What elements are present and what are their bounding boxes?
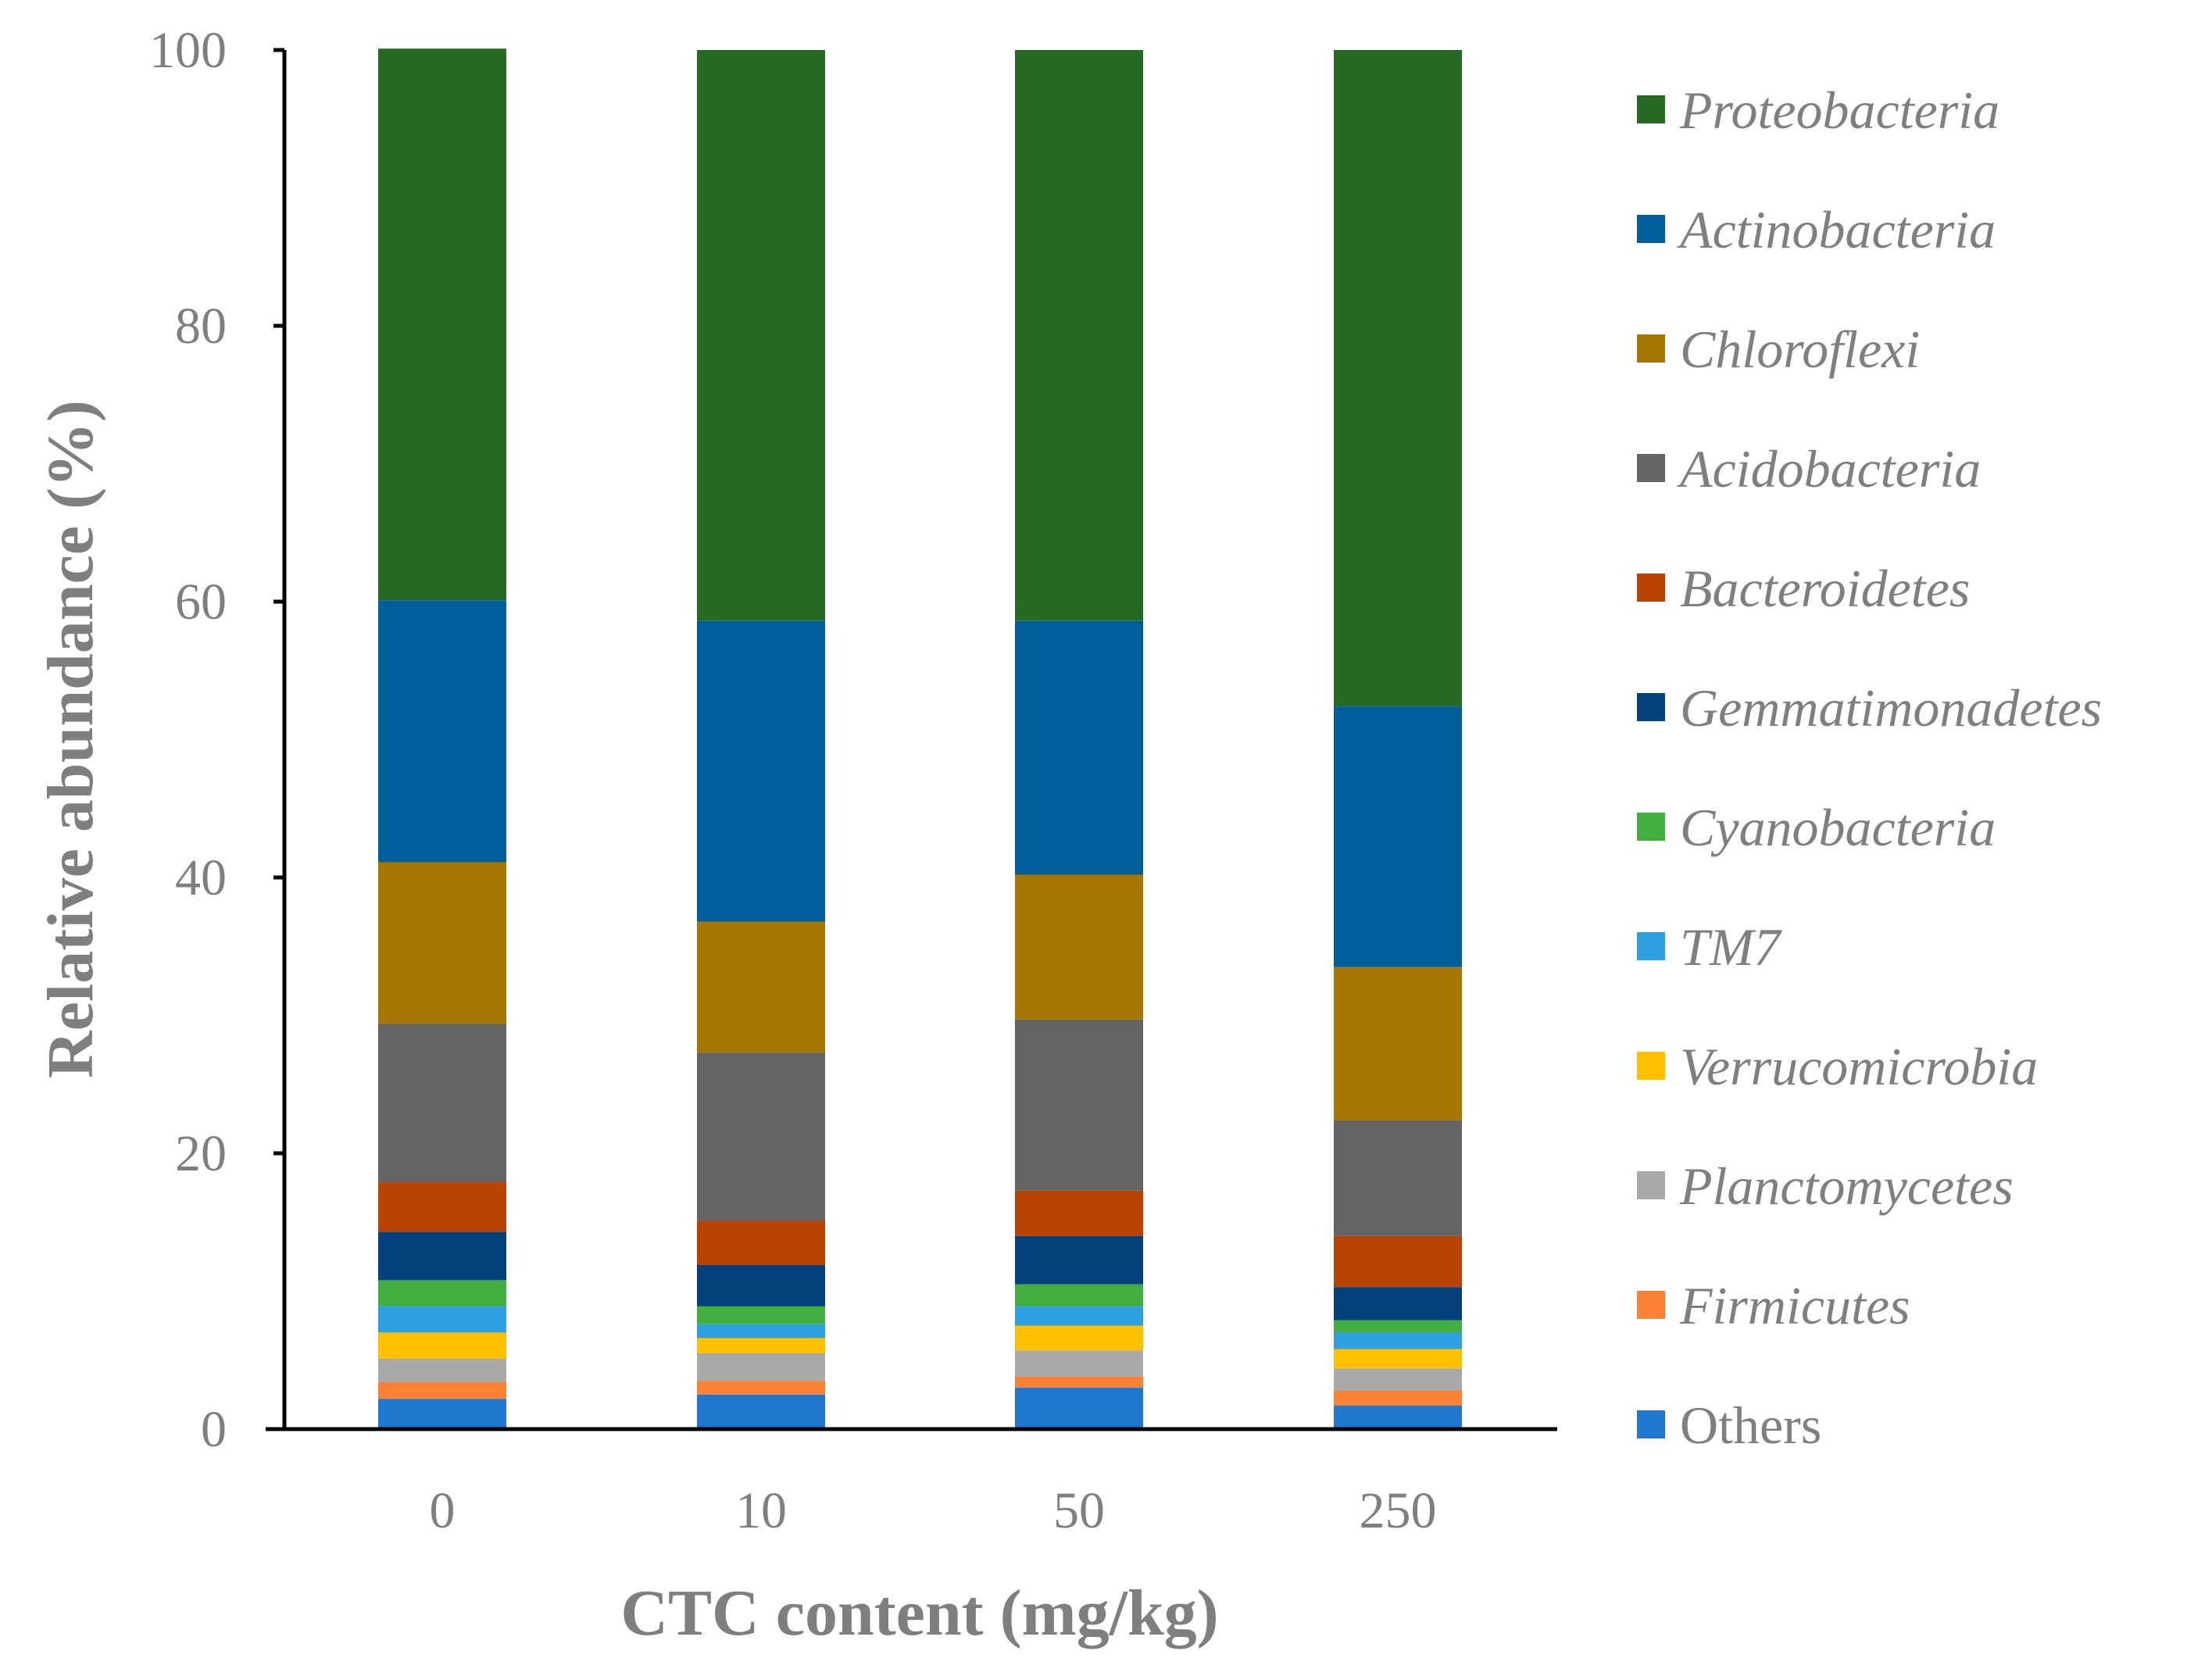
bar-segment [1334,50,1462,707]
legend-swatch [1637,1410,1665,1438]
bar-segment [1015,1325,1143,1351]
x-tick-label: 10 [735,1482,787,1539]
bar-segment [1334,706,1462,967]
bar-segment [697,1324,825,1338]
legend-swatch [1637,932,1665,960]
bar-segment [378,1306,506,1333]
bar-segment [378,1280,506,1306]
bar-segment [697,1394,825,1429]
bar-segment [1015,1376,1143,1388]
bars-group [378,48,1462,1429]
bar-segment [1334,1120,1462,1236]
x-tick-label: 250 [1360,1482,1437,1539]
legend-label: Others [1680,1395,1821,1455]
y-ticks-group: 0 20 40 60 80 100 [149,22,284,1458]
legend-swatch [1637,693,1665,721]
bar-segment [697,1264,825,1306]
bar-segment [1334,967,1462,1120]
legend-label: Verrucomicrobia [1680,1037,2038,1096]
bar-segment [378,1024,506,1183]
bar-segment [697,50,825,621]
bar-segment [1015,50,1143,621]
y-tick-label: 20 [175,1125,227,1182]
bar-segment [1015,620,1143,875]
bar-segment [1334,1320,1462,1333]
bar-segment [378,600,506,863]
bar-segment [378,1399,506,1429]
bar-segment [1015,1019,1143,1191]
bar-segment [1334,1287,1462,1320]
y-tick-label: 40 [175,849,227,906]
bar-segment [378,862,506,1024]
bar-segment [378,48,506,601]
legend-label: Gemmatimonadetes [1680,678,2102,738]
legend-label: Acidobacteria [1677,439,1981,499]
bar-segment [697,921,825,1053]
y-tick-label: 100 [149,22,227,79]
bar-segment [1334,1368,1462,1391]
bar-segment [697,1220,825,1265]
bar-segment [378,1182,506,1232]
legend-swatch [1637,1171,1665,1199]
legend-label: Planctomycetes [1679,1156,2014,1216]
bar-segment [697,620,825,922]
legend-swatch [1637,334,1665,363]
y-tick-label: 0 [201,1401,227,1458]
legend-label: Proteobacteria [1679,80,1999,140]
legend-swatch [1637,574,1665,602]
bar-segment [697,1338,825,1353]
legend: Proteobacteria Actinobacteria Chloroflexi A… [1637,80,2102,1455]
bar-segment [1334,1235,1462,1288]
bar-segment [697,1052,825,1221]
legend-swatch [1637,1291,1665,1319]
bar-segment [378,1332,506,1359]
legend-swatch [1637,215,1665,243]
bar-segment [1334,1390,1462,1406]
bar-segment [697,1353,825,1381]
x-tick-label: 50 [1053,1482,1105,1539]
bar-segment [697,1381,825,1395]
y-axis-title: Relative abundance (%) [34,400,107,1078]
legend-swatch [1637,95,1665,123]
bar-segment [378,1381,506,1399]
bar-segment [1015,1284,1143,1306]
bar-segment [697,1306,825,1324]
legend-swatch [1637,1052,1665,1080]
legend-swatch [1637,813,1665,841]
x-tick-label: 0 [430,1482,456,1539]
bar-segment [1334,1332,1462,1349]
legend-label: TM7 [1680,917,1782,977]
legend-label: Cyanobacteria [1680,798,1996,857]
bar-segment [1334,1405,1462,1429]
legend-label: Firmicutes [1679,1276,1910,1335]
legend-label: Chloroflexi [1680,320,1920,379]
bar-segment [1015,1306,1143,1326]
bar-segment [1334,1349,1462,1369]
legend-label: Bacteroidetes [1680,559,1970,618]
bar-segment [1015,1190,1143,1236]
legend-swatch [1637,454,1665,482]
bar-segment [378,1231,506,1281]
bar-segment [1015,874,1143,1020]
y-tick-label: 60 [175,574,227,631]
x-ticks-group: 0 10 50 250 [430,1482,1437,1539]
bar-segment [1015,1235,1143,1285]
legend-label: Actinobacteria [1677,200,1996,259]
bar-segment [378,1358,506,1382]
bar-segment [1015,1388,1143,1429]
x-axis-title: CTC content (mg/kg) [620,1577,1218,1649]
bar-segment [1015,1350,1143,1377]
y-tick-label: 80 [175,298,227,355]
